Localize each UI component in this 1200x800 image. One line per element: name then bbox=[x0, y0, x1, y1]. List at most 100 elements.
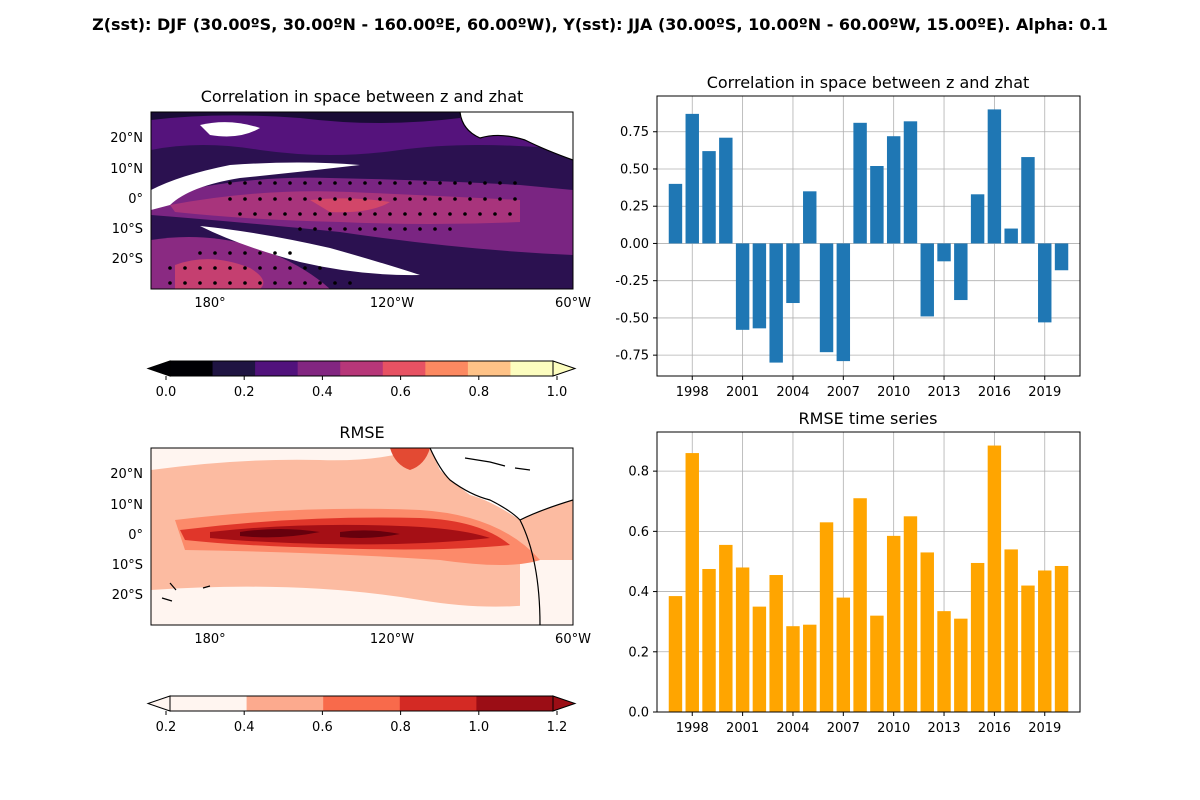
stipple-dot bbox=[408, 181, 412, 185]
correlation-map-title: Correlation in space between z and zhat bbox=[201, 87, 524, 106]
lat-tick-label: 10°S bbox=[112, 558, 143, 573]
stipple-dot bbox=[213, 281, 217, 285]
stipple-dot bbox=[258, 266, 262, 270]
bar bbox=[685, 453, 699, 712]
land-central-america bbox=[460, 112, 573, 160]
bar bbox=[719, 544, 733, 712]
bar bbox=[735, 567, 750, 712]
x-tick-label: 2010 bbox=[877, 385, 910, 400]
x-tick-label: 1998 bbox=[676, 385, 709, 400]
colorbar-swatch bbox=[297, 361, 341, 376]
lon-tick-label: 120°W bbox=[370, 632, 414, 647]
rmse-bar-chart: RMSE time series 1998 2001 2004 2007 2010 201… bbox=[628, 409, 1081, 736]
stipple-dot bbox=[273, 281, 277, 285]
stipple-dot bbox=[493, 212, 497, 216]
bar bbox=[903, 121, 918, 244]
stipple-dot bbox=[258, 251, 262, 255]
stipple-dot bbox=[183, 266, 187, 270]
bar bbox=[886, 136, 901, 244]
y-tick-label: 0.75 bbox=[620, 125, 649, 140]
stipple-dot bbox=[303, 266, 307, 270]
stipple-dot bbox=[198, 266, 202, 270]
stipple-dot bbox=[468, 181, 472, 185]
correlation-bar-chart: Correlation in space between z and zhat … bbox=[615, 73, 1081, 400]
bar bbox=[1021, 157, 1035, 244]
stipple-dot bbox=[258, 181, 262, 185]
significance-stippling bbox=[168, 181, 517, 285]
colorbar-swatch bbox=[340, 361, 384, 376]
rmse-bar-plot: 1998 2001 2004 2007 2010 2013 2016 2019 0.0 0.2 0.… bbox=[628, 431, 1081, 736]
rmse-southeast-low bbox=[520, 560, 573, 625]
stipple-dot bbox=[453, 197, 457, 201]
stipple-dot bbox=[318, 266, 322, 270]
bar bbox=[1004, 549, 1018, 712]
bar bbox=[903, 516, 918, 712]
stipple-dot bbox=[448, 212, 452, 216]
stipple-dot bbox=[168, 281, 172, 285]
lat-tick-label: 10°N bbox=[110, 498, 143, 513]
stipple-dot bbox=[358, 212, 362, 216]
x-tick-label: 2013 bbox=[927, 385, 960, 400]
stipple-dot bbox=[243, 251, 247, 255]
stipple-dot bbox=[288, 181, 292, 185]
y-tick-label: 0.2 bbox=[628, 645, 649, 660]
stipple-dot bbox=[498, 181, 502, 185]
stipple-dot bbox=[253, 212, 257, 216]
stipple-dot bbox=[268, 212, 272, 216]
stipple-dot bbox=[373, 212, 377, 216]
stipple-dot bbox=[303, 197, 307, 201]
bar bbox=[870, 615, 884, 712]
bar bbox=[937, 611, 951, 712]
stipple-dot bbox=[318, 197, 322, 201]
lon-tick-label: 180° bbox=[194, 296, 225, 311]
x-tick-label: 2016 bbox=[978, 721, 1011, 736]
stipple-dot bbox=[333, 197, 337, 201]
x-tick-label: 2016 bbox=[978, 385, 1011, 400]
stipple-dot bbox=[513, 197, 517, 201]
correlation-map-lon-ticks: 180° 120°W 60°W bbox=[194, 296, 591, 311]
stipple-dot bbox=[363, 181, 367, 185]
bar bbox=[786, 626, 800, 712]
bar bbox=[987, 445, 1002, 712]
bar bbox=[702, 568, 716, 712]
colorbar-tick-label: 0.0 bbox=[156, 385, 177, 400]
correlation-colorbar: 0.0 0.2 0.4 0.6 0.8 1.0 bbox=[146, 360, 577, 400]
stipple-dot bbox=[168, 266, 172, 270]
coastline-south-america bbox=[519, 499, 573, 625]
bar bbox=[803, 624, 817, 712]
corr-north-dark bbox=[151, 112, 460, 123]
corr-masked-patch bbox=[200, 122, 260, 137]
stipple-dot bbox=[483, 197, 487, 201]
colorbar-swatch bbox=[323, 696, 401, 711]
stipple-dot bbox=[378, 181, 382, 185]
y-tick-label: 0.25 bbox=[620, 200, 649, 215]
corr-masked-north bbox=[151, 162, 360, 210]
y-tick-label: 0.8 bbox=[628, 465, 649, 480]
lat-tick-label: 20°S bbox=[112, 588, 143, 603]
bar bbox=[954, 618, 968, 712]
stipple-dot bbox=[303, 181, 307, 185]
colorbar-tick-label: 0.4 bbox=[234, 720, 255, 735]
figure-suptitle: Z(sst): DJF (30.00ºS, 30.00ºN - 160.00ºE… bbox=[92, 15, 1108, 34]
colorbar-tick-label: 1.0 bbox=[547, 385, 568, 400]
stipple-dot bbox=[358, 227, 362, 231]
rmse-map-lat-ticks: 20°N 10°N 0° 10°S 20°S bbox=[110, 467, 143, 603]
stipple-dot bbox=[298, 227, 302, 231]
x-tick-label: 2004 bbox=[776, 385, 809, 400]
stipple-dot bbox=[243, 281, 247, 285]
stipple-dot bbox=[333, 281, 337, 285]
stipple-dot bbox=[313, 227, 317, 231]
rmse-map-frame bbox=[150, 447, 574, 626]
plot-frame bbox=[656, 431, 1081, 713]
lat-tick-label: 20°S bbox=[112, 252, 143, 267]
colorbar-frame bbox=[169, 695, 554, 712]
colorbar-swatch bbox=[246, 696, 324, 711]
rmse-bar-title: RMSE time series bbox=[799, 409, 938, 428]
stipple-dot bbox=[418, 212, 422, 216]
stipple-dot bbox=[363, 197, 367, 201]
stipple-dot bbox=[388, 212, 392, 216]
bar bbox=[836, 597, 851, 712]
rmse-colorbar: 0.2 0.4 0.6 0.8 1.0 1.2 bbox=[146, 695, 577, 735]
y-tick-label: -0.50 bbox=[615, 311, 649, 326]
stipple-dot bbox=[228, 181, 232, 185]
